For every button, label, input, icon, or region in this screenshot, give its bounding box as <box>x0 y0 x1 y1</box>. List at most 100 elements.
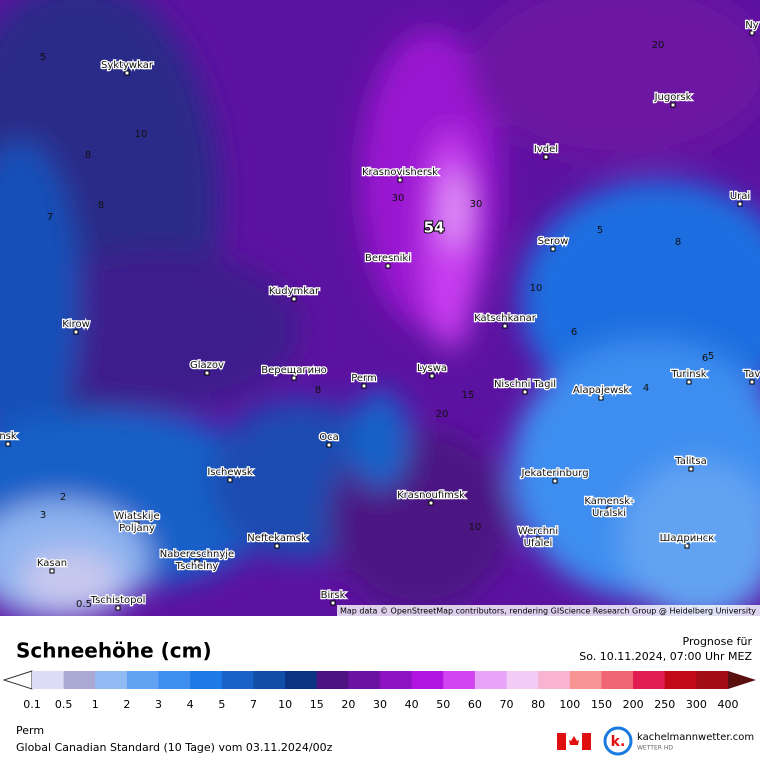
city-label: Syktywkar <box>101 60 154 71</box>
city-label: Ufalei <box>524 538 553 549</box>
city-marker <box>361 383 367 389</box>
city-marker <box>598 395 604 401</box>
brand-sub: WETTER HD <box>637 745 673 752</box>
city-marker <box>429 373 435 379</box>
colorbar-tick-label: 80 <box>531 698 545 711</box>
contour-label: 5 <box>708 351 714 362</box>
city-marker <box>688 466 694 472</box>
city-label: Jekaterinburg <box>520 468 588 479</box>
colorbar-over <box>728 671 756 689</box>
city-label: Tschelny <box>175 561 219 572</box>
city-label: Alapajewsk <box>573 385 630 396</box>
city-marker <box>535 536 541 542</box>
contour-label: 20 <box>652 40 665 51</box>
colorbar-tick-label: 15 <box>310 698 324 711</box>
city-marker <box>552 478 558 484</box>
contour-label: 10 <box>135 129 148 140</box>
colorbar-bin <box>411 671 444 689</box>
colorbar-tick-label: 10 <box>278 698 292 711</box>
city-label: Lyswa <box>417 363 447 374</box>
colorbar-tick-label: 400 <box>718 698 739 711</box>
colorbar-bin <box>569 671 602 689</box>
city-marker <box>326 442 332 448</box>
city-marker <box>274 543 280 549</box>
colorbar-tick-label: 7 <box>250 698 257 711</box>
contour-label: 8 <box>85 150 91 161</box>
colorbar-tick-label: 300 <box>686 698 707 711</box>
city-label: Beresniki <box>365 253 411 264</box>
city-marker <box>124 70 130 76</box>
colorbar-tick-label: 200 <box>623 698 644 711</box>
city-marker <box>684 543 690 549</box>
contour-label: 8 <box>675 237 681 248</box>
city-label: Birsk <box>321 590 346 601</box>
city-marker <box>737 201 743 207</box>
city-label: Ivdel <box>534 144 558 155</box>
city-label: Glazov <box>190 360 224 371</box>
canada-flag <box>557 733 591 750</box>
city-label: Tav <box>743 369 760 380</box>
city-label: Шадринск <box>660 533 715 544</box>
contour-label: 6 <box>702 353 708 364</box>
contour-label: 6 <box>571 327 577 338</box>
brand-logo: k. <box>603 726 633 756</box>
city-marker <box>749 30 755 36</box>
colorbar-bin <box>380 671 413 689</box>
colorbar-tick-label: 2 <box>123 698 130 711</box>
city-label: Krasnoufimsk <box>397 490 465 501</box>
city-label: Tschistopol <box>90 595 146 606</box>
contour-label: 10 <box>530 283 543 294</box>
colorbar-tick-label: 100 <box>559 698 580 711</box>
colorbar-bin <box>538 671 571 689</box>
colorbar-tick-label: 70 <box>500 698 514 711</box>
city-marker <box>606 506 612 512</box>
map: Map data © OpenStreetMap contributors, r… <box>0 0 760 616</box>
city-label: Wiatskije <box>114 511 159 522</box>
city-label: Serow <box>538 236 569 247</box>
colorbar-tick-label: 3 <box>155 698 162 711</box>
city-label: Nischni Tagil <box>494 379 556 390</box>
brand: kachelmannwetter.com <box>637 732 754 743</box>
city-label: Kirow <box>62 319 90 330</box>
colorbar-bin <box>506 671 539 689</box>
city-label: Urai <box>730 191 750 202</box>
colorbar-tick-label: 20 <box>341 698 355 711</box>
contour-label: 20 <box>436 409 449 420</box>
colorbar-under <box>2 670 33 690</box>
city-label: Kamensk- <box>584 496 634 507</box>
city-marker <box>522 389 528 395</box>
contour-label: 15 <box>462 390 475 401</box>
city-label: Poljany <box>119 523 155 534</box>
city-label: Turinsk <box>670 369 706 380</box>
city-marker <box>502 323 508 329</box>
svg-text:k.: k. <box>611 734 626 750</box>
colorbar-bin <box>95 671 128 689</box>
city-marker <box>73 329 79 335</box>
colorbar-bin <box>601 671 634 689</box>
city-label: Krasnovishersk <box>362 167 438 178</box>
contour-label: 4 <box>643 383 649 394</box>
colorbar-bin <box>443 671 476 689</box>
city-label: nsk <box>0 431 17 442</box>
colorbar-tick-label: 50 <box>436 698 450 711</box>
max-value-label: 54 <box>424 219 445 237</box>
city-marker <box>330 600 336 606</box>
city-label: Talitsa <box>674 456 706 467</box>
model-info: Global Canadian Standard (10 Tage) vom 0… <box>16 741 333 754</box>
city-label: Jugorsk <box>654 92 692 103</box>
contour-label: 8 <box>98 200 104 211</box>
colorbar-bin <box>221 671 254 689</box>
colorbar-bin <box>696 671 729 689</box>
contour-label: 2 <box>60 492 66 503</box>
contour-label: 5 <box>597 225 603 236</box>
colorbar-bin <box>664 671 697 689</box>
colorbar-tick-label: 150 <box>591 698 612 711</box>
city-marker <box>204 370 210 376</box>
colorbar-tick-label: 1 <box>92 698 99 711</box>
colorbar-bin <box>253 671 286 689</box>
colorbar-tick-label: 0.1 <box>23 698 41 711</box>
city-marker <box>227 477 233 483</box>
contour-label: 7 <box>47 212 53 223</box>
